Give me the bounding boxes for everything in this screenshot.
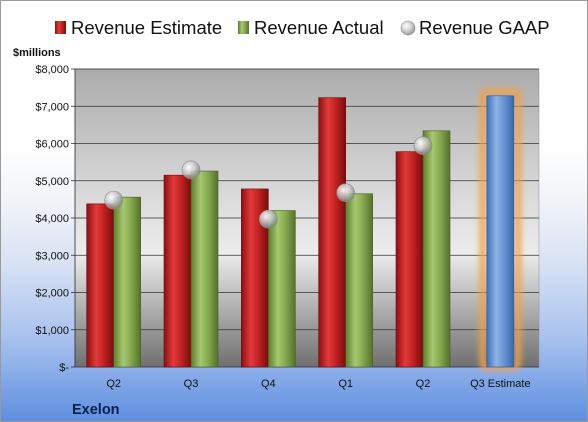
legend-marker-revenue-gaap: [400, 20, 416, 36]
bar-revenue-estimate[interactable]: [86, 203, 114, 368]
legend-item-revenue-actual[interactable]: Revenue Actual: [238, 17, 384, 38]
bar-revenue-actual[interactable]: [190, 170, 219, 368]
bar-revenue-estimate[interactable]: [318, 97, 346, 368]
marker-revenue-gaap[interactable]: [181, 160, 201, 180]
bar-revenue-estimate[interactable]: [163, 174, 192, 368]
gaap-markers: [104, 136, 433, 229]
bars: [86, 88, 522, 371]
unit-label: $millions: [13, 47, 61, 59]
plot-area: $- $1,000 $2,000 $3,000 $4,000 $5,000 $6,000 $7…: [35, 64, 540, 390]
y-tick-label: $2,000: [35, 288, 69, 300]
bar-revenue-actual[interactable]: [268, 210, 296, 368]
y-tick-label: $1,000: [35, 325, 69, 337]
company-name: Exelon: [72, 402, 120, 418]
y-tick-label: $8,000: [35, 64, 69, 76]
legend-swatch-revenue-estimate: [55, 21, 66, 34]
marker-revenue-gaap[interactable]: [104, 190, 123, 210]
x-axis-categories: Q2 Q3 Q4 Q1 Q2 Q3 Estimate: [106, 378, 530, 390]
bar-revenue-estimate[interactable]: [395, 151, 424, 368]
marker-revenue-gaap[interactable]: [336, 183, 355, 202]
bar-q3-estimate[interactable]: [486, 95, 515, 368]
y-axis-ticks: $- $1,000 $2,000 $3,000 $4,000 $5,000 $6,000 $7…: [35, 64, 75, 374]
legend-label-revenue-gaap: Revenue GAAP: [419, 17, 550, 38]
legend-item-revenue-estimate[interactable]: Revenue Estimate: [55, 17, 222, 38]
legend-label-revenue-estimate: Revenue Estimate: [71, 17, 222, 38]
y-tick-label: $6,000: [35, 139, 69, 151]
y-tick-label: $3,000: [35, 250, 69, 262]
marker-revenue-gaap[interactable]: [413, 136, 433, 156]
x-category-label: Q2: [416, 378, 431, 390]
bar-revenue-actual[interactable]: [345, 193, 373, 368]
x-category-label: Q4: [261, 378, 276, 390]
x-category-label: Q3: [184, 378, 199, 390]
y-tick-label: $7,000: [35, 101, 69, 113]
y-tick-label: $-: [59, 362, 69, 374]
x-category-label: Q2: [106, 378, 121, 390]
legend: Revenue Estimate Revenue Actual Revenue …: [55, 17, 550, 38]
legend-item-revenue-gaap[interactable]: Revenue GAAP: [400, 17, 550, 38]
marker-revenue-gaap[interactable]: [259, 209, 278, 229]
legend-label-revenue-actual: Revenue Actual: [254, 17, 384, 38]
y-tick-label: $5,000: [35, 176, 69, 188]
bar-revenue-actual[interactable]: [113, 196, 141, 368]
x-category-label: Q1: [338, 378, 353, 390]
legend-swatch-revenue-actual: [238, 21, 249, 34]
x-category-label: Q3 Estimate: [470, 378, 531, 390]
bar-revenue-actual[interactable]: [422, 130, 451, 368]
y-tick-label: $4,000: [35, 213, 69, 225]
